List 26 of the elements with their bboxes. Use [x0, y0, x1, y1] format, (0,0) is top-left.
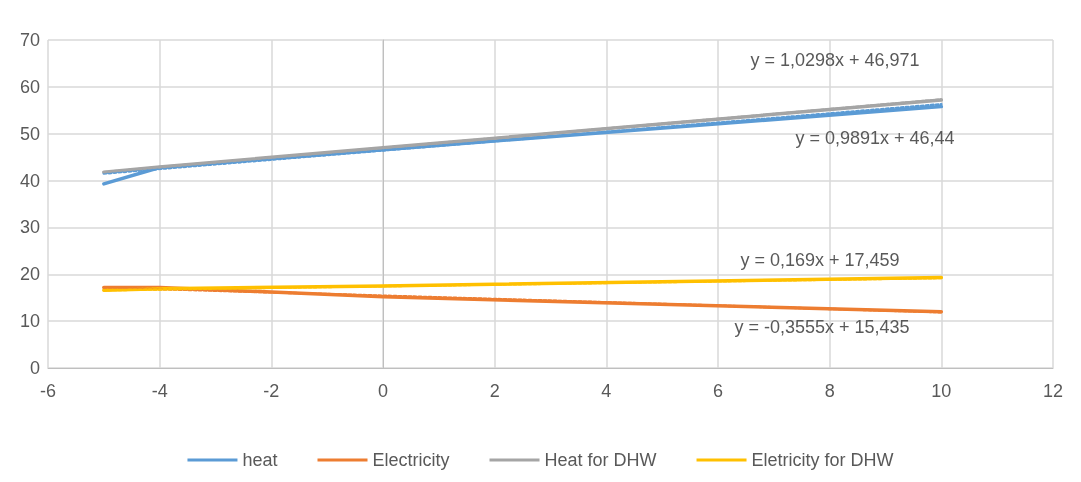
- legend-label: Electricity: [372, 450, 450, 470]
- x-tick-label: -2: [263, 381, 280, 401]
- y-tick-label: 30: [19, 217, 40, 238]
- x-tick-label: 6: [712, 381, 724, 401]
- annotation: y = 0,9891x + 46,44: [795, 128, 955, 148]
- x-tick-label: 4: [601, 381, 612, 401]
- legend-label: Heat for DHW: [544, 450, 657, 470]
- x-tick-label: -4: [151, 381, 168, 401]
- x-tick-label: -6: [39, 381, 57, 401]
- annotation: y = 0,169x + 17,459: [740, 250, 900, 270]
- x-tick-label: 2: [489, 381, 500, 401]
- x-tick-label: 0: [377, 381, 389, 401]
- annotation: y = -0,3555x + 15,435: [734, 317, 910, 337]
- y-tick-label: 40: [19, 170, 40, 191]
- legend-label: heat: [242, 450, 278, 470]
- y-tick-label: 50: [19, 123, 40, 144]
- y-tick-label: 10: [19, 311, 40, 332]
- x-tick-label: 8: [824, 381, 835, 401]
- y-tick-label: 70: [19, 30, 40, 50]
- annotation: y = 1,0298x + 46,971: [750, 50, 920, 70]
- y-tick-label: 20: [19, 264, 40, 285]
- y-tick-label: 60: [19, 76, 40, 97]
- x-tick-label: 10: [931, 381, 952, 401]
- y-tick-label: 0: [29, 358, 40, 378]
- x-tick-label: 12: [1042, 381, 1064, 401]
- legend-label: Eletricity for DHW: [751, 450, 894, 470]
